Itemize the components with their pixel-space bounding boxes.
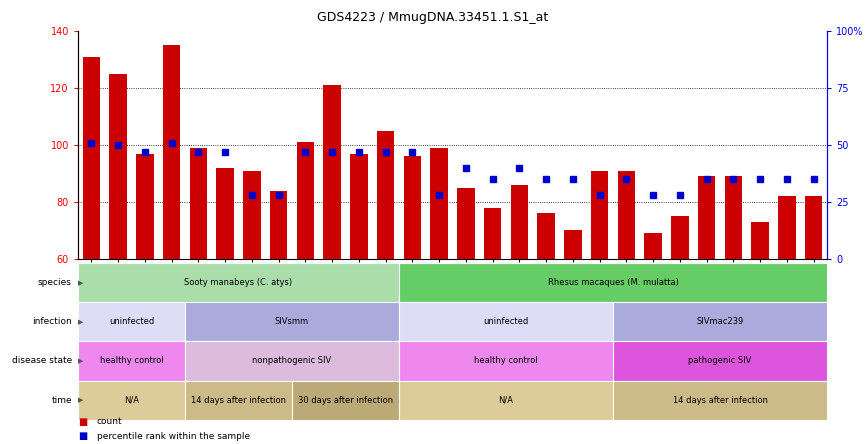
Bar	[78, 341, 185, 381]
Bar	[185, 381, 292, 420]
Bar	[779, 196, 796, 259]
Text: SIVmac239: SIVmac239	[696, 317, 744, 326]
Bar	[457, 188, 475, 259]
Text: count: count	[97, 417, 123, 426]
Text: 14 days after infection: 14 days after infection	[673, 396, 767, 404]
Text: ■: ■	[78, 417, 87, 427]
Bar	[484, 208, 501, 259]
Bar	[644, 233, 662, 259]
Text: GDS4223 / MmugDNA.33451.1.S1_at: GDS4223 / MmugDNA.33451.1.S1_at	[317, 11, 549, 24]
Text: time: time	[51, 396, 72, 404]
Bar	[564, 230, 582, 259]
Bar	[243, 170, 261, 259]
Text: Rhesus macaques (M. mulatta): Rhesus macaques (M. mulatta)	[547, 278, 678, 287]
Bar	[591, 170, 608, 259]
Bar	[350, 154, 367, 259]
Text: ▶: ▶	[78, 319, 83, 325]
Bar	[613, 302, 827, 341]
Bar	[404, 156, 421, 259]
Text: disease state: disease state	[11, 357, 72, 365]
Bar	[78, 381, 185, 420]
Bar	[190, 148, 207, 259]
Text: ▶: ▶	[78, 397, 83, 403]
Bar	[109, 74, 126, 259]
Bar	[78, 302, 185, 341]
Text: nonpathogenic SIV: nonpathogenic SIV	[252, 357, 332, 365]
Bar	[538, 213, 555, 259]
Text: ▶: ▶	[78, 358, 83, 364]
Text: N/A: N/A	[124, 396, 139, 404]
Text: ▶: ▶	[78, 280, 83, 286]
Bar	[752, 222, 769, 259]
Bar	[511, 185, 528, 259]
Bar	[78, 263, 399, 302]
Bar	[399, 263, 827, 302]
Bar	[185, 341, 399, 381]
Text: 30 days after infection: 30 days after infection	[298, 396, 393, 404]
Bar	[270, 190, 288, 259]
Bar	[323, 85, 341, 259]
Text: percentile rank within the sample: percentile rank within the sample	[97, 432, 250, 440]
Text: species: species	[38, 278, 72, 287]
Bar	[163, 45, 180, 259]
Bar	[430, 148, 448, 259]
Bar	[617, 170, 635, 259]
Bar	[399, 381, 613, 420]
Text: infection: infection	[32, 317, 72, 326]
Bar	[399, 341, 613, 381]
Bar	[613, 381, 827, 420]
Bar	[297, 142, 314, 259]
Bar	[216, 168, 234, 259]
Bar	[82, 57, 100, 259]
Bar	[399, 302, 613, 341]
Text: 14 days after infection: 14 days after infection	[191, 396, 286, 404]
Bar	[136, 154, 153, 259]
Text: ■: ■	[78, 431, 87, 441]
Bar	[613, 341, 827, 381]
Bar	[725, 176, 742, 259]
Text: healthy control: healthy control	[475, 357, 538, 365]
Text: healthy control: healthy control	[100, 357, 164, 365]
Text: uninfected: uninfected	[483, 317, 528, 326]
Bar	[377, 131, 394, 259]
Text: SIVsmm: SIVsmm	[275, 317, 309, 326]
Bar	[292, 381, 399, 420]
Text: N/A: N/A	[499, 396, 514, 404]
Text: uninfected: uninfected	[109, 317, 154, 326]
Bar	[805, 196, 823, 259]
Text: pathogenic SIV: pathogenic SIV	[688, 357, 752, 365]
Bar	[698, 176, 715, 259]
Bar	[185, 302, 399, 341]
Text: Sooty manabeys (C. atys): Sooty manabeys (C. atys)	[184, 278, 293, 287]
Bar	[671, 216, 688, 259]
